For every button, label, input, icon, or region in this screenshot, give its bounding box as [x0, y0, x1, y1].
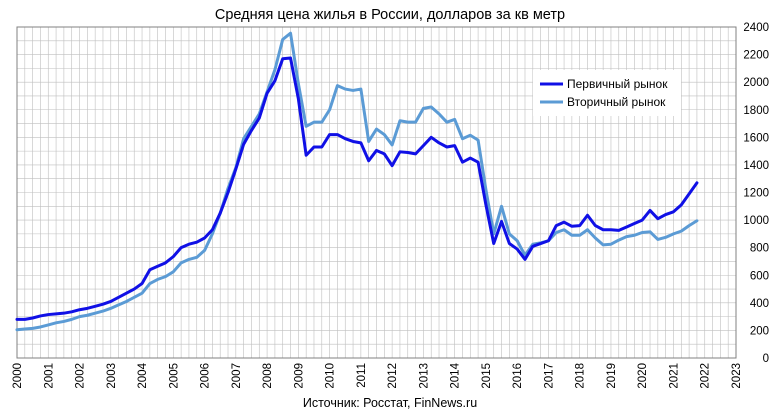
x-tick-label: 2017 [543, 363, 555, 389]
x-axis-ticks: 2000 2001 2002 2003 2004 2005 2006 2007 2008 2009… [12, 362, 743, 388]
y-tick-label: 600 [750, 270, 769, 282]
chart-source: Источник: Росстат, FinNews.ru [303, 396, 477, 410]
x-tick-label: 2022 [700, 363, 712, 389]
x-tick-label: 2020 [637, 363, 649, 389]
x-tick-label: 2019 [606, 363, 618, 389]
legend-label-secondary: Вторичный рынок [567, 95, 666, 109]
x-tick-label: 2000 [12, 363, 24, 389]
grid [16, 26, 737, 359]
chart-title: Средняя цена жилья в России, долларов за… [215, 7, 565, 23]
x-tick-label: 2010 [325, 363, 337, 389]
x-tick-label: 2014 [450, 362, 462, 388]
legend: Первичный рынок Вторичный рынок [533, 70, 681, 116]
y-tick-label: 2000 [743, 77, 769, 89]
plot-frame [16, 26, 737, 359]
legend-label-primary: Первичный рынок [567, 77, 668, 91]
x-tick-label: 2008 [262, 363, 274, 389]
y-tick-label: 800 [750, 243, 769, 255]
x-tick-label: 2018 [575, 363, 587, 389]
y-tick-label: 1000 [743, 215, 769, 227]
x-tick-label: 2011 [356, 363, 368, 388]
x-tick-label: 2009 [293, 363, 305, 389]
x-tick-label: 2005 [168, 363, 180, 389]
x-tick-label: 2004 [137, 362, 149, 388]
x-tick-label: 2007 [231, 363, 243, 389]
x-tick-label: 2001 [43, 363, 55, 389]
y-tick-label: 1400 [743, 160, 769, 172]
series-layer [15, 31, 699, 332]
x-tick-label: 2015 [481, 363, 493, 389]
y-tick-label: 2200 [743, 50, 769, 62]
x-tick-label: 2023 [731, 363, 743, 389]
x-tick-label: 2012 [387, 363, 399, 389]
series-line-secondary [15, 31, 699, 332]
x-tick-label: 2013 [418, 363, 430, 389]
x-tick-label: 2021 [668, 363, 680, 389]
y-tick-label: 1600 [743, 132, 769, 144]
x-tick-label: 2003 [106, 363, 118, 389]
y-tick-label: 2400 [743, 22, 769, 34]
x-tick-label: 2002 [75, 363, 87, 389]
x-tick-label: 2006 [200, 363, 212, 389]
x-tick-label: 2016 [512, 363, 524, 389]
plot-area-border [16, 26, 737, 359]
y-tick-label: 1800 [743, 105, 769, 117]
series-line-primary [15, 56, 699, 321]
y-tick-label: 1200 [743, 188, 769, 200]
y-tick-label: 400 [750, 298, 769, 310]
legend-box [533, 70, 681, 116]
y-tick-label: 200 [750, 325, 769, 337]
y-axis-ticks: 0 200 400 600 800 1000 1200 1400 1600 1800 2000 220… [743, 22, 769, 365]
y-tick-label: 0 [763, 353, 769, 365]
